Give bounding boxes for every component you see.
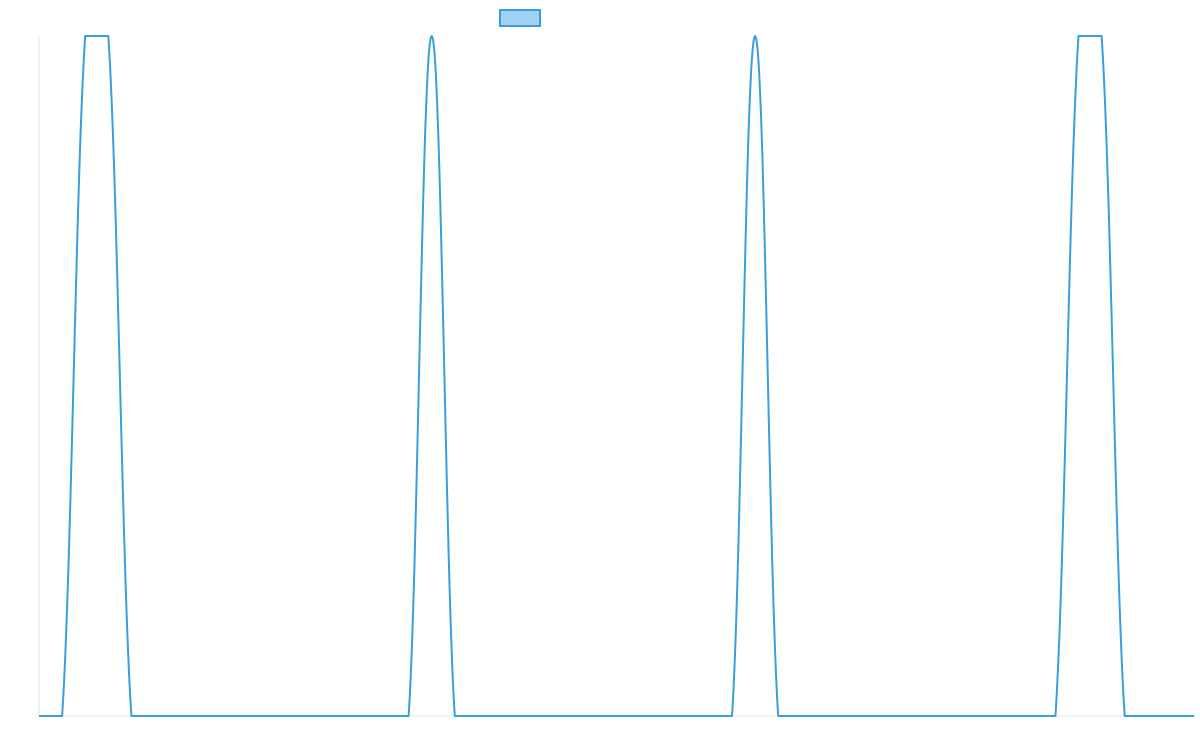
data-point-0-8 bbox=[222, 714, 226, 718]
data-point-0-23 bbox=[568, 714, 572, 718]
data-point-0-34 bbox=[822, 714, 826, 718]
data-point-0-41 bbox=[984, 714, 988, 718]
data-point-0-11 bbox=[291, 714, 295, 718]
data-point-0-30 bbox=[730, 714, 734, 718]
data-point-0-47 bbox=[1123, 714, 1127, 718]
data-point-0-28 bbox=[684, 714, 688, 718]
data-point-0-14 bbox=[360, 714, 364, 718]
data-point-0-35 bbox=[846, 714, 850, 718]
data-point-0-27 bbox=[661, 714, 665, 718]
data-point-0-26 bbox=[638, 714, 642, 718]
data-point-0-13 bbox=[337, 714, 341, 718]
data-point-0-6 bbox=[176, 714, 180, 718]
data-point-0-38 bbox=[915, 714, 919, 718]
data-point-0-48 bbox=[1146, 714, 1150, 718]
data-point-0-32 bbox=[776, 714, 780, 718]
series-line-0 bbox=[39, 35, 1194, 717]
data-point-0-12 bbox=[314, 714, 318, 718]
data-point-0-45 bbox=[1077, 34, 1081, 38]
data-point-0-29 bbox=[707, 714, 711, 718]
data-point-0-44 bbox=[1053, 714, 1057, 718]
data-point-0-24 bbox=[591, 714, 595, 718]
data-point-0-18 bbox=[453, 714, 457, 718]
data-point-0-10 bbox=[268, 714, 272, 718]
data-point-0-2 bbox=[83, 34, 87, 38]
data-point-0-1 bbox=[60, 714, 64, 718]
data-point-0-15 bbox=[384, 714, 388, 718]
data-point-0-20 bbox=[499, 714, 503, 718]
data-point-0-3 bbox=[106, 34, 110, 38]
data-point-0-16 bbox=[407, 714, 411, 718]
data-point-0-42 bbox=[1007, 714, 1011, 718]
data-point-0-40 bbox=[961, 714, 965, 718]
data-point-0-39 bbox=[938, 714, 942, 718]
data-point-0-31 bbox=[753, 34, 757, 38]
data-point-0-19 bbox=[476, 714, 480, 718]
data-point-0-25 bbox=[615, 714, 619, 718]
data-point-0-43 bbox=[1030, 714, 1034, 718]
data-point-0-36 bbox=[869, 714, 873, 718]
data-point-0-49 bbox=[1169, 714, 1173, 718]
data-point-0-50 bbox=[1192, 714, 1196, 718]
data-point-0-21 bbox=[522, 714, 526, 718]
data-point-0-0 bbox=[37, 714, 41, 718]
data-point-0-33 bbox=[799, 714, 803, 718]
data-point-0-17 bbox=[430, 34, 434, 38]
legend-swatch bbox=[499, 9, 541, 27]
data-point-0-7 bbox=[199, 714, 203, 718]
data-point-0-22 bbox=[545, 714, 549, 718]
data-point-0-4 bbox=[129, 714, 133, 718]
data-point-0-37 bbox=[892, 714, 896, 718]
data-point-0-5 bbox=[153, 714, 157, 718]
data-point-0-9 bbox=[245, 714, 249, 718]
data-point-0-46 bbox=[1100, 34, 1104, 38]
